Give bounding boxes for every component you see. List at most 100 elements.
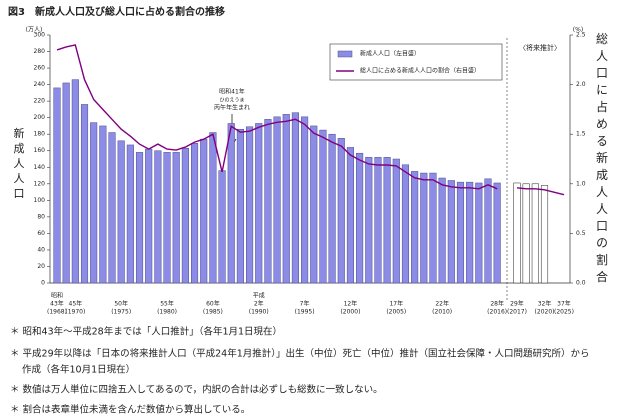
- y-tick-label: 180: [34, 131, 46, 138]
- x-year-label: (2005): [386, 309, 406, 316]
- bar: [456, 181, 465, 284]
- x-tick-label: 22年: [435, 300, 449, 308]
- bar: [401, 164, 410, 284]
- bar: [80, 104, 89, 284]
- x-tick-label: 32年: [538, 300, 552, 308]
- y-label: 新成人人口: [12, 126, 25, 202]
- bar: [236, 128, 244, 284]
- note: ＊ 割合は表章単位未満を含んだ数値から算出している。: [10, 404, 250, 416]
- annotation: 昭和41年: [219, 88, 245, 96]
- x-year-label: (1990): [249, 309, 269, 316]
- bar: [264, 119, 272, 284]
- bar: [90, 122, 98, 284]
- x-tick-label: 37年: [557, 300, 571, 308]
- note: ＊ 昭和43年～平成28年までは「人口推計」（各年1月1日現在）: [10, 326, 282, 338]
- y-tick-label: 40: [37, 246, 45, 253]
- bar: [117, 140, 125, 284]
- bar: [540, 185, 549, 284]
- bar: [513, 182, 521, 284]
- bar: [191, 143, 199, 284]
- x-year-label: (2017): [507, 309, 527, 316]
- note: 作成（各年10月1日現在）: [22, 364, 135, 376]
- x-year-label: (2000): [340, 309, 360, 316]
- x-tick-label: 43年: [50, 300, 64, 308]
- y-tick-label: 60: [37, 230, 45, 237]
- projection-label: 〈将来推計〉: [519, 43, 561, 52]
- bar: [145, 148, 153, 284]
- y-tick-label: 260: [34, 65, 46, 72]
- y2-tick-label: 2.0: [576, 81, 586, 88]
- bar: [282, 114, 290, 284]
- note: ＊ 平成29年以降は「日本の将来推計人口（平成24年1月推計）」出生（中位）死亡…: [10, 348, 590, 360]
- y-tick-label: 280: [34, 48, 46, 55]
- y-tick-label: 100: [34, 197, 46, 204]
- bar: [154, 150, 162, 284]
- bar: [475, 182, 483, 284]
- y2-tick-label: 1.5: [576, 131, 586, 138]
- bar: [163, 152, 171, 284]
- bar: [53, 87, 61, 284]
- bar: [108, 132, 116, 284]
- y-tick-label: 0: [41, 280, 45, 287]
- y-tick-label: 220: [34, 98, 46, 105]
- bar: [447, 180, 455, 284]
- bar: [438, 177, 446, 284]
- bar: [172, 152, 180, 284]
- bar: [522, 183, 530, 284]
- x-year-label: (2016): [487, 309, 507, 316]
- bar: [200, 138, 208, 284]
- x-tick-label: 55年: [160, 300, 174, 308]
- bar: [209, 132, 217, 284]
- x-year-label: (1995): [295, 309, 315, 316]
- legend: [329, 43, 503, 81]
- bar: [181, 148, 189, 284]
- x-year-label: (1985): [203, 309, 223, 316]
- x-tick-label: 2年: [254, 300, 264, 308]
- y2-tick-label: 1.0: [576, 180, 586, 187]
- bar: [484, 178, 492, 284]
- y2-unit: (%): [573, 27, 583, 34]
- y2-label: 総人口に占める新成人人口の割合: [595, 32, 609, 287]
- x-tick-label: 29年: [510, 300, 524, 308]
- bar: [126, 144, 134, 284]
- x-year-label: (2020): [535, 309, 555, 316]
- x-tick-label: 17年: [389, 300, 403, 308]
- x-tick-label: 50年: [114, 300, 128, 308]
- x-year-label: (2025): [554, 309, 574, 316]
- bar: [411, 171, 419, 284]
- annotation: ひのえうま: [219, 98, 244, 104]
- x-year-label: (2010): [432, 309, 452, 316]
- bar: [493, 182, 501, 284]
- bar: [71, 79, 79, 284]
- x-tick-label: 7年: [300, 300, 310, 308]
- y2-tick-label: 0.0: [576, 280, 586, 287]
- y-tick-label: 80: [37, 213, 45, 220]
- bar: [337, 138, 345, 284]
- bar: [328, 133, 336, 284]
- bar: [62, 82, 70, 284]
- bar: [319, 129, 327, 284]
- bar: [392, 158, 400, 284]
- y-tick-label: 20: [37, 263, 45, 270]
- y-tick-label: 120: [34, 180, 46, 187]
- bar: [346, 147, 354, 284]
- bar: [255, 123, 263, 284]
- x-era-label: 平成: [253, 292, 265, 300]
- x-year-label: (1968): [47, 309, 67, 316]
- bar: [365, 157, 373, 284]
- y-tick-label: 300: [34, 32, 46, 39]
- x-tick-label: 45年: [69, 300, 83, 308]
- bar: [429, 172, 437, 284]
- x-tick-label: 28年: [490, 300, 504, 308]
- bar: [383, 157, 391, 284]
- bar: [531, 183, 539, 284]
- line: [56, 44, 565, 196]
- x-era-label: 昭和: [51, 292, 63, 300]
- x-year-label: (1975): [111, 309, 131, 316]
- bar: [218, 170, 226, 284]
- legend-label: 総人口に占める新成人人口の割合（右目盛）: [360, 67, 480, 75]
- y-tick-label: 160: [34, 147, 46, 154]
- legend-swatch: [337, 50, 353, 58]
- y2-tick-label: 2.5: [576, 32, 586, 39]
